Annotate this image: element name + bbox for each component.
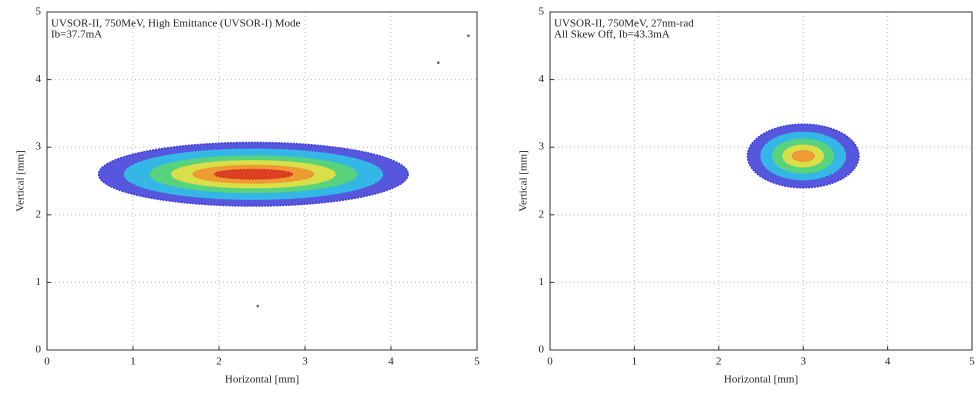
x-tick-label: 3 (800, 356, 806, 368)
y-tick-label: 4 (36, 73, 42, 85)
y-axis-label: Vertical [mm] (518, 150, 530, 211)
x-axis-label: Horizontal [mm] (724, 374, 798, 386)
x-tick-label: 0 (547, 356, 553, 368)
x-tick-label: 0 (44, 356, 50, 368)
stray-point (256, 305, 259, 308)
y-tick-label: 4 (539, 73, 545, 85)
x-tick-label: 2 (216, 356, 222, 368)
y-tick-label: 0 (539, 344, 545, 356)
x-tick-label: 4 (885, 356, 891, 368)
y-tick-label: 2 (539, 208, 545, 220)
stray-point (467, 34, 470, 37)
x-axis-label: Horizontal [mm] (225, 374, 299, 386)
y-tick-label: 0 (36, 344, 42, 356)
y-tick-label: 1 (36, 276, 42, 288)
y-axis-label: Vertical [mm] (15, 150, 27, 211)
stray-point (437, 61, 440, 64)
y-tick-label: 3 (36, 141, 42, 153)
x-tick-label: 1 (130, 356, 136, 368)
contour-level (792, 151, 814, 162)
y-tick-label: 3 (539, 141, 545, 153)
y-tick-label: 5 (36, 6, 42, 18)
x-tick-label: 5 (474, 356, 480, 368)
annotation: Ib=37.7mA (51, 29, 102, 41)
y-tick-label: 2 (36, 208, 42, 220)
plot-frame (550, 12, 972, 350)
annotation: All Skew Off, Ib=43.3mA (554, 29, 670, 41)
y-tick-label: 5 (539, 6, 545, 18)
x-tick-label: 1 (632, 356, 638, 368)
figure: 012345012345UVSOR-II, 750MeV, High Emitt… (0, 0, 978, 395)
x-tick-label: 5 (969, 356, 975, 368)
y-tick-label: 1 (539, 276, 545, 288)
x-tick-label: 3 (302, 356, 308, 368)
contour-level (215, 170, 292, 179)
x-tick-label: 4 (388, 356, 394, 368)
x-tick-label: 2 (716, 356, 722, 368)
